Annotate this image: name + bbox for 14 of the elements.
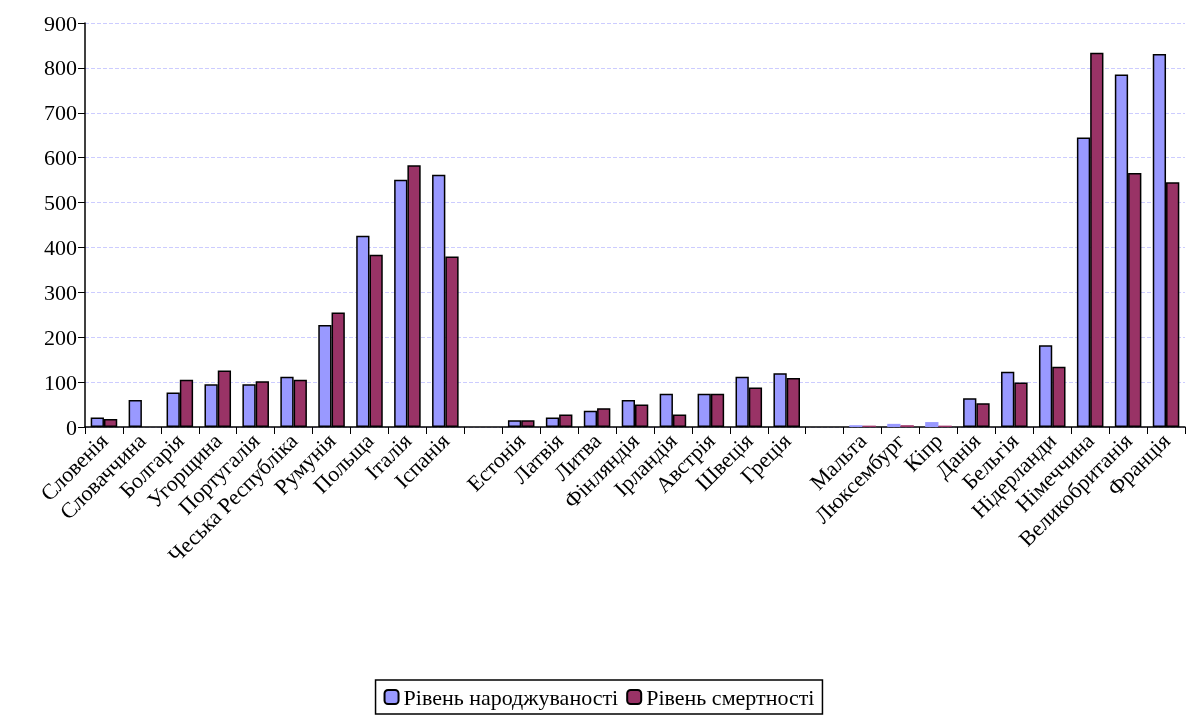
y-tick-label: 400 — [44, 234, 77, 260]
legend-label: Рівень смертності — [646, 684, 815, 710]
y-tick-label: 200 — [44, 324, 77, 350]
bar — [925, 422, 939, 427]
y-tick-label: 100 — [44, 369, 77, 395]
y-tick-label: 600 — [44, 145, 77, 171]
legend-label: Рівень народжуваності — [403, 684, 619, 710]
y-tick-label: 0 — [66, 414, 77, 440]
bar — [887, 423, 901, 427]
y-tick-label: 900 — [44, 10, 77, 36]
y-tick-label: 300 — [44, 279, 77, 305]
y-tick-label: 700 — [44, 100, 77, 126]
y-tick-label: 500 — [44, 190, 77, 216]
y-tick-label: 800 — [44, 55, 77, 81]
